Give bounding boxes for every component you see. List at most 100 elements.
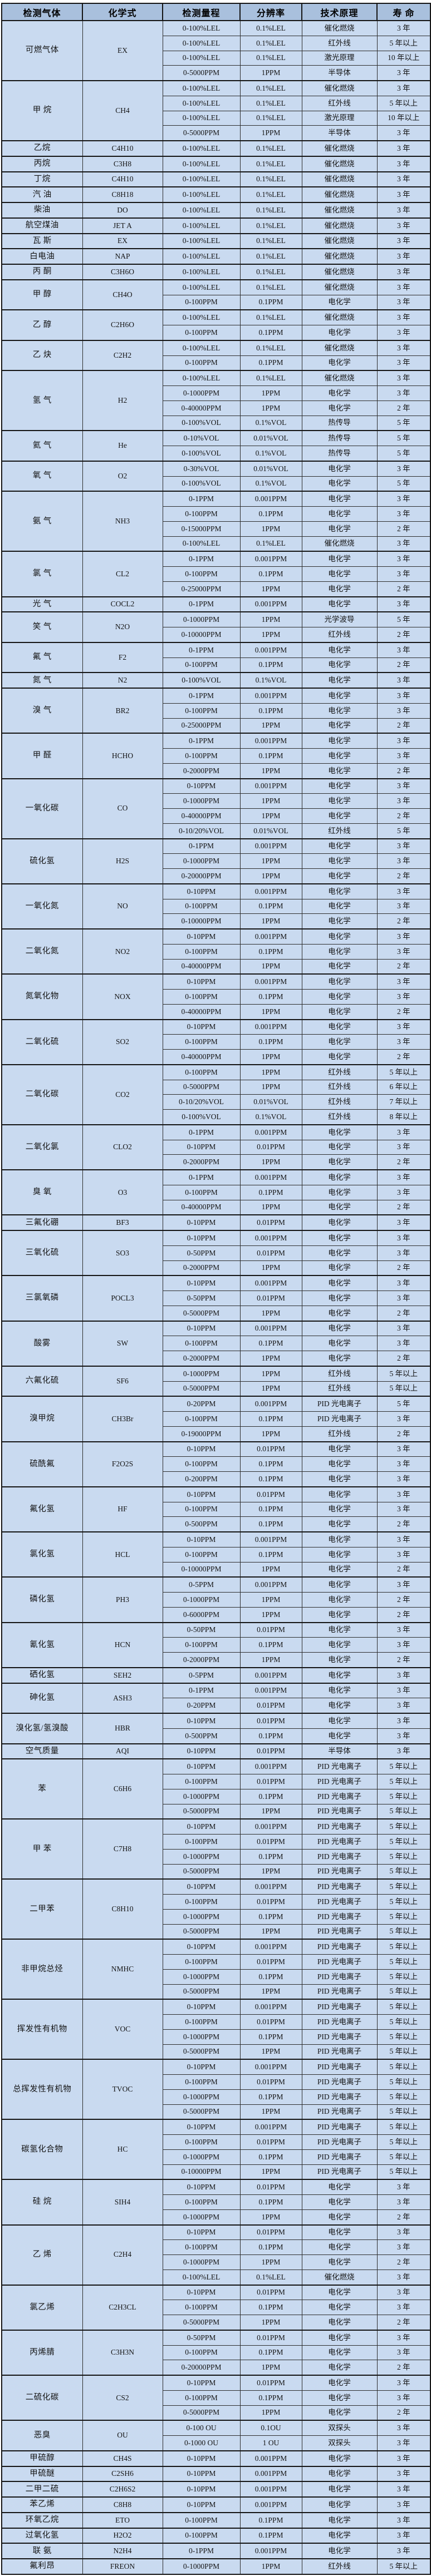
resolution-cell: 0.1OU xyxy=(239,2420,302,2436)
table-row: 0-100PPM 0.1PPM 电化学 3 年 xyxy=(2,1501,431,1517)
technology-cell: PID 光电离子 xyxy=(301,1818,378,1835)
technology-cell: 催化燃烧 xyxy=(301,279,378,295)
resolution-cell: 0.1PPM xyxy=(239,703,302,719)
resolution-cell: 0.1PPM xyxy=(239,1728,302,1744)
table-row: 0-40000PPM 1PPM 电化学 2 年 xyxy=(2,808,431,824)
gas-name-cell: 氮 气 xyxy=(1,672,83,689)
table-row: 硅 烷 SIH4 0-10PPM 0.01PPM 电化学 3 年 xyxy=(1,2179,431,2226)
table-row: 0-100PPM 0.1PPM 电化学 3 年 xyxy=(2,703,431,719)
table-row: 0-5000PPM 1PPM PID 光电离子 5 年以上 xyxy=(2,1863,431,1880)
detection-range-cell: 0-5000PPM xyxy=(162,1863,241,1880)
gas-name-cell: 挥发性有机物 xyxy=(1,1999,83,2060)
lifespan-cell: 2 年 xyxy=(376,2360,431,2376)
resolution-cell: 0.1%LEL xyxy=(239,339,302,356)
table-row: 甲硫醚 C2SH6 0-10PPM 0.001PPM 电化学 3 年 xyxy=(1,2465,431,2482)
technology-cell: 电化学 xyxy=(301,2254,378,2270)
chemical-formula-cell: EX xyxy=(82,20,163,81)
detection-range-cell: 0-100PPM xyxy=(162,1954,241,1970)
lifespan-cell: 2 年 xyxy=(376,2209,431,2226)
lifespan-cell: 3 年 xyxy=(376,2269,431,2286)
lifespan-cell: 3 年 xyxy=(376,506,431,522)
chemical-formula-cell: C3H6O xyxy=(82,264,163,280)
gas-name-cell: 二氧化硫 xyxy=(1,1018,83,1065)
resolution-cell: 1PPM xyxy=(239,808,302,824)
resolution-cell: 1PPM xyxy=(239,2044,302,2060)
technology-cell: 电化学 xyxy=(301,1260,378,1276)
technology-cell: 热传导 xyxy=(301,430,378,447)
resolution-cell: 1PPM xyxy=(239,763,302,779)
lifespan-cell: 3 年 xyxy=(376,324,431,341)
technology-cell: 激光原理 xyxy=(301,110,378,126)
lifespan-cell: 3 年 xyxy=(376,898,431,914)
resolution-cell: 0.1%VOL xyxy=(239,445,302,462)
lifespan-cell: 5 年以上 xyxy=(376,2044,431,2060)
detection-range-cell: 0-100PPM xyxy=(162,1336,241,1351)
resolution-cell: 0.1PPM xyxy=(239,294,302,310)
technology-cell: 电化学 xyxy=(301,703,378,719)
resolution-cell: 1PPM xyxy=(239,913,302,929)
chemical-formula-cell: PH3 xyxy=(82,1576,163,1623)
resolution-cell: 1PPM xyxy=(239,1350,302,1367)
resolution-cell: 1PPM xyxy=(239,1803,302,1819)
detection-range-cell: 0-40000PPM xyxy=(162,1199,241,1215)
table-row: 0-40000PPM 1PPM 电化学 2 年 xyxy=(2,958,431,975)
detection-range-cell: 0-100PPM xyxy=(162,1411,241,1427)
detection-range-cell: 0-100PPM xyxy=(162,324,241,341)
technology-cell: PID 光电离子 xyxy=(301,1834,378,1850)
table-row: 氟利昂 FREON 0-1000PPM 1PPM 红外线 5 年以上 xyxy=(1,2558,431,2575)
chemical-formula-cell: CS2 xyxy=(82,2374,163,2421)
detection-range-cell: 0-50PPM xyxy=(162,1291,241,1306)
lifespan-cell: 5 年以上 xyxy=(376,2164,431,2180)
table-row: 0-10PPM 0.01PPM 电化学 3 年 xyxy=(2,1139,431,1155)
lifespan-cell: 5 年以上 xyxy=(376,1381,431,1397)
lifespan-cell: 6 年以上 xyxy=(376,1079,431,1095)
detection-range-cell: 0-100PPM xyxy=(162,989,241,1005)
resolution-cell: 0.01%VOL xyxy=(239,430,302,447)
detection-range-cell: 0-50PPM xyxy=(162,2329,241,2346)
detection-range-cell: 0-100PPM xyxy=(162,2511,241,2528)
technology-cell: 电化学 xyxy=(301,913,378,929)
detection-range-cell: 0-50PPM xyxy=(162,1245,241,1261)
technology-cell: 电化学 xyxy=(301,355,378,371)
detection-range-cell: 0-100PPM xyxy=(162,2074,241,2090)
table-row: 氦 气 He 0-10%VOL 0.01%VOL 热传导 5 年 xyxy=(1,430,431,462)
lifespan-cell: 2 年 xyxy=(376,1592,431,1608)
detection-range-cell: 0-25000PPM xyxy=(162,581,241,597)
detection-range-cell: 0-40000PPM xyxy=(162,958,241,975)
lifespan-cell: 5 年以上 xyxy=(376,2134,431,2150)
gas-name-cell: 苯 xyxy=(1,1758,83,1819)
table-row: 氯化氢 HCL 0-10PPM 0.001PPM 电化学 3 年 xyxy=(1,1531,431,1578)
technology-cell: 电化学 xyxy=(301,898,378,914)
technology-cell: 电化学 xyxy=(301,657,378,673)
lifespan-cell: 2 年 xyxy=(376,913,431,929)
detection-range-cell: 0-100%LEL xyxy=(162,248,241,265)
lifespan-cell: 3 年 xyxy=(376,1531,431,1547)
detection-range-cell: 0-100%VOL xyxy=(162,1109,241,1125)
detection-range-cell: 0-5000PPM xyxy=(162,2104,241,2120)
technology-cell: 红外线 xyxy=(301,626,378,643)
lifespan-cell: 2 年 xyxy=(376,2314,431,2331)
detection-range-cell: 0-10PPM xyxy=(162,2450,241,2466)
technology-cell: 激光原理 xyxy=(301,50,378,66)
gas-name-cell: 碳氢化合物 xyxy=(1,2119,83,2180)
lifespan-cell: 2 年 xyxy=(376,1199,431,1215)
detection-range-cell: 0-100PPM xyxy=(162,2527,241,2544)
table-row: 过氧化氢 H2O2 0-100PPM 0.1PPM 电化学 3 年 xyxy=(1,2527,431,2544)
gas-name-cell: 二氧化氮 xyxy=(1,928,83,975)
technology-cell: 催化燃烧 xyxy=(301,19,378,36)
technology-cell: 电化学 xyxy=(301,808,378,824)
gas-name-cell: 三氟化硼 xyxy=(1,1214,83,1231)
gas-name-cell: 甲硫醇 xyxy=(1,2450,83,2466)
technology-cell: 红外线 xyxy=(301,1426,378,1442)
resolution-cell: 0.1PPM xyxy=(239,657,302,673)
detection-range-cell: 0-5000PPM xyxy=(162,1079,241,1095)
lifespan-cell: 3 年 xyxy=(376,943,431,960)
resolution-cell: 0.1%LEL xyxy=(239,140,302,157)
resolution-cell: 0.1PPM xyxy=(239,2089,302,2105)
technology-cell: 电化学 xyxy=(301,491,378,507)
technology-cell: 电化学 xyxy=(301,596,378,612)
table-row: 氯 气 CL2 0-1PPM 0.001PPM 电化学 3 年 xyxy=(1,551,431,597)
resolution-cell: 0.1PPM xyxy=(239,748,302,764)
lifespan-cell: 3 年 xyxy=(376,2284,431,2301)
chemical-formula-cell: AQI xyxy=(82,1743,163,1759)
